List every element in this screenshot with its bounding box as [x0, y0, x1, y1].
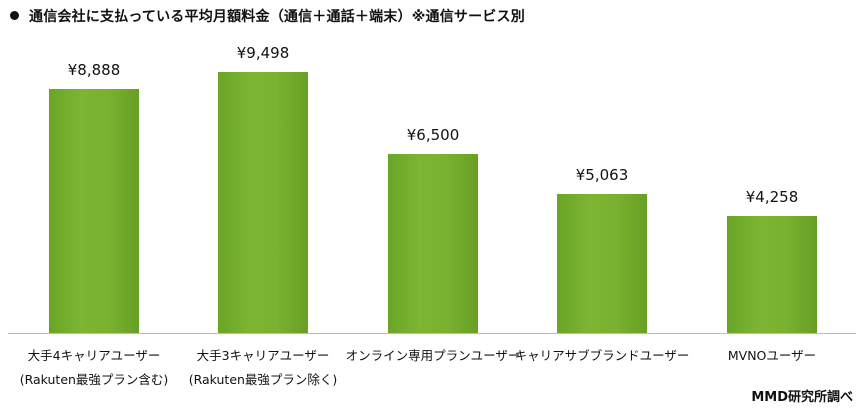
bullet-icon: [10, 11, 19, 20]
category-label: 大手4キャリアユーザー (Rakuten最強プラン含む): [19, 348, 169, 387]
bar: [218, 72, 308, 333]
category-label: キャリアサブブランドユーザー: [514, 348, 690, 363]
bar: [388, 154, 478, 333]
chart-title-text: 通信会社に支払っている平均月額料金（通信＋通話＋端末）※通信サービス別: [29, 9, 525, 25]
x-axis-line: [8, 333, 856, 334]
bar-value-label: ¥4,258: [745, 188, 799, 206]
chart-title: 通信会社に支払っている平均月額料金（通信＋通話＋端末）※通信サービス別: [10, 6, 525, 26]
bar-value-label: ¥5,063: [575, 166, 629, 184]
bar-value-label: ¥9,498: [236, 44, 290, 62]
category-label: 大手3キャリアユーザー (Rakuten最強プラン除く): [188, 348, 338, 387]
category-label: MVNOユーザー: [727, 348, 817, 363]
bar: [727, 216, 817, 333]
bar-value-label: ¥8,888: [67, 61, 121, 79]
category-label: オンライン専用プランユーザー: [345, 348, 521, 363]
bar: [49, 89, 139, 333]
bar-value-label: ¥6,500: [406, 126, 460, 144]
bar: [557, 194, 647, 333]
source-note: MMD研究所調べ: [751, 390, 853, 405]
